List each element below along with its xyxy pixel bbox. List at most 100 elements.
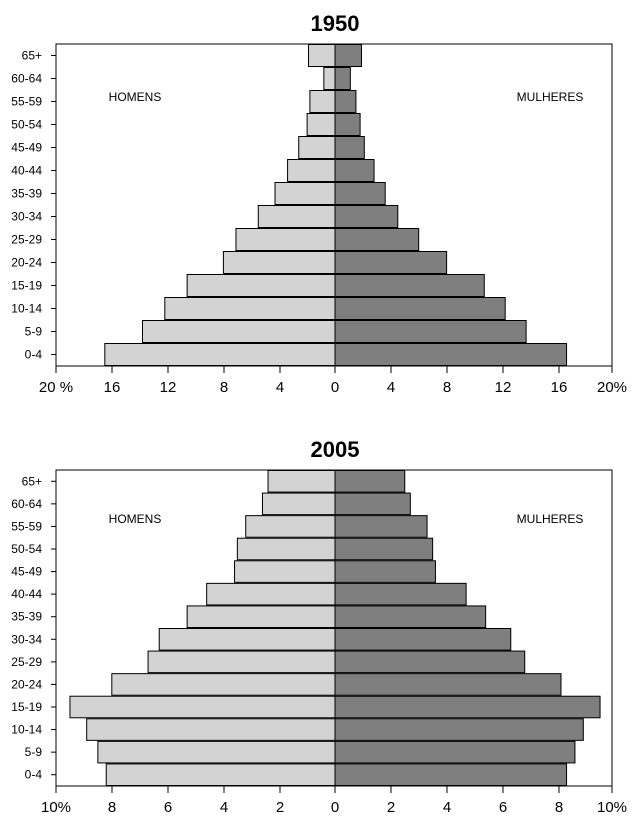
- men-label: HOMENS: [109, 512, 162, 526]
- category-label: 45-49: [11, 565, 42, 579]
- x-tick-label: 4: [220, 799, 228, 816]
- bar-left-25-29: [147, 650, 336, 674]
- category-label: 10-14: [11, 723, 42, 737]
- bar-left-5-9: [141, 320, 336, 343]
- chart-title: 2005: [311, 437, 360, 462]
- x-tick-label: 4: [276, 379, 284, 396]
- category-label: 55-59: [11, 95, 42, 109]
- bar-right-0-4: [334, 343, 568, 366]
- bar-right-5-9: [334, 320, 527, 343]
- chart-title: 1950: [311, 11, 360, 36]
- bar-left-45-49: [234, 560, 336, 583]
- bar-left-10-14: [86, 718, 336, 741]
- x-tick-label: 16: [551, 379, 568, 396]
- category-label: 20-24: [11, 256, 42, 270]
- pyramid-2005: [51, 469, 613, 793]
- bar-right-30-34: [334, 628, 512, 651]
- bar-right-15-19: [334, 274, 485, 297]
- women-label: MULHERES: [517, 90, 584, 104]
- category-label: 5-9: [25, 745, 43, 759]
- bar-left-50-54: [236, 537, 336, 561]
- bar-right-35-39: [334, 182, 386, 205]
- bar-right-20-24: [334, 673, 562, 696]
- bar-right-0-4: [334, 763, 568, 787]
- women-label: MULHERES: [517, 512, 584, 526]
- category-label: 5-9: [25, 325, 43, 339]
- bar-left-40-44: [206, 582, 336, 606]
- x-tick-label: 4: [443, 799, 451, 816]
- bar-left-0-4: [104, 343, 336, 366]
- x-tick-label: 12: [160, 379, 177, 396]
- bar-left-65+: [267, 470, 336, 493]
- bar-left-20-24: [222, 251, 336, 274]
- bar-left-25-29: [235, 228, 336, 251]
- x-tick-label: 2: [387, 799, 395, 816]
- x-tick-label: 0: [331, 799, 339, 816]
- category-label: 50-54: [11, 118, 42, 132]
- bar-left-35-39: [186, 605, 336, 629]
- category-label: 0-4: [25, 768, 43, 782]
- x-tick-label: 10%: [597, 799, 627, 816]
- x-tick-label: 0: [331, 379, 339, 396]
- bar-right-30-34: [334, 205, 399, 228]
- bar-right-65+: [334, 470, 406, 493]
- bar-left-10-14: [164, 297, 336, 320]
- category-label: 20-24: [11, 677, 42, 691]
- x-tick-label: 6: [164, 799, 172, 816]
- bar-left-15-19: [186, 274, 336, 297]
- category-label: 0-4: [25, 348, 43, 362]
- bar-right-20-24: [334, 251, 448, 274]
- bar-right-60-64: [334, 492, 411, 516]
- category-label: 10-14: [11, 302, 42, 316]
- bar-left-60-64: [261, 492, 336, 516]
- bar-right-40-44: [334, 159, 375, 182]
- bar-left-0-4: [105, 763, 336, 787]
- bar-right-50-54: [334, 113, 361, 136]
- category-label: 15-19: [11, 700, 42, 714]
- bar-left-45-49: [298, 136, 336, 159]
- bar-right-35-39: [334, 605, 487, 629]
- bar-right-45-49: [334, 560, 436, 583]
- bar-left-15-19: [69, 695, 336, 719]
- bar-right-15-19: [334, 695, 601, 719]
- category-label: 60-64: [11, 497, 42, 511]
- bar-left-60-64: [323, 67, 336, 90]
- pyramid-1950: [51, 43, 613, 373]
- bar-right-50-54: [334, 537, 434, 561]
- category-label: 40-44: [11, 164, 42, 178]
- bar-right-65+: [334, 44, 363, 67]
- bar-left-55-59: [309, 90, 336, 113]
- category-label: 45-49: [11, 141, 42, 155]
- bar-right-25-29: [334, 650, 526, 674]
- category-label: 35-39: [11, 610, 42, 624]
- x-tick-label: 16: [104, 379, 121, 396]
- bar-left-40-44: [287, 159, 336, 182]
- x-tick-label: 6: [499, 799, 507, 816]
- bar-right-45-49: [334, 136, 365, 159]
- x-tick-label: 20 %: [39, 379, 73, 396]
- bar-left-20-24: [111, 673, 336, 696]
- bar-left-35-39: [274, 182, 336, 205]
- bar-left-30-34: [257, 205, 336, 228]
- bar-left-50-54: [306, 113, 336, 136]
- x-tick-label: 12: [495, 379, 512, 396]
- bar-left-55-59: [245, 515, 336, 538]
- category-label: 65+: [22, 49, 42, 63]
- bar-right-25-29: [334, 228, 420, 251]
- bar-right-40-44: [334, 582, 467, 606]
- bar-left-5-9: [97, 740, 336, 764]
- bar-right-10-14: [334, 297, 506, 320]
- men-label: HOMENS: [109, 90, 162, 104]
- category-label: 35-39: [11, 187, 42, 201]
- x-tick-label: 8: [443, 379, 451, 396]
- category-label: 30-34: [11, 632, 42, 646]
- category-label: 55-59: [11, 519, 42, 533]
- bar-right-10-14: [334, 718, 584, 741]
- category-label: 15-19: [11, 279, 42, 293]
- category-label: 25-29: [11, 233, 42, 247]
- x-tick-label: 10%: [41, 799, 71, 816]
- bar-right-5-9: [334, 740, 576, 764]
- bar-right-55-59: [334, 515, 428, 538]
- bar-left-65+: [307, 44, 336, 67]
- x-tick-label: 20%: [597, 379, 627, 396]
